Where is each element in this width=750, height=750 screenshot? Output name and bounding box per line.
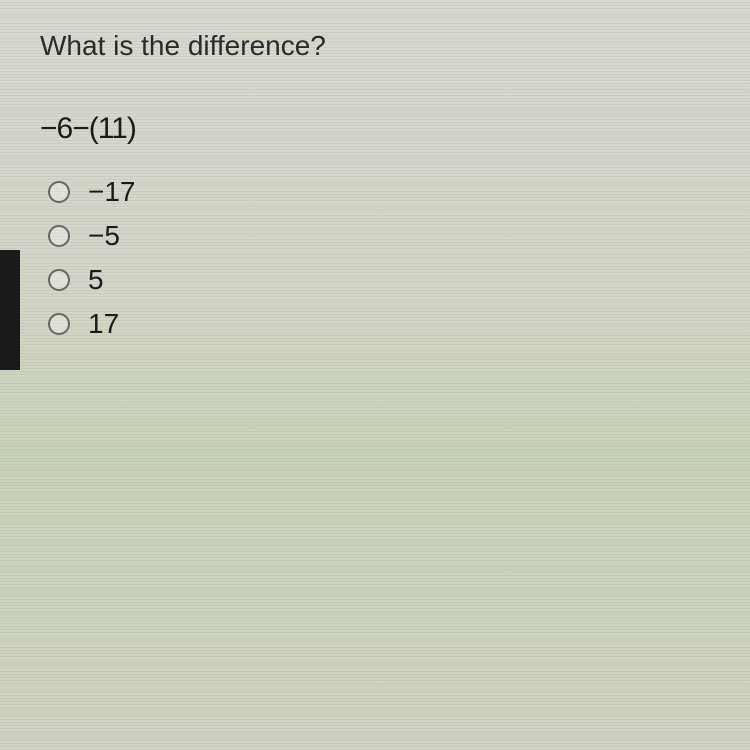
option-row-1[interactable]: −5 (48, 220, 720, 252)
quiz-content: What is the difference? −6−(11) −17 −5 5… (40, 30, 720, 340)
question-prompt: What is the difference? (40, 30, 720, 62)
option-row-3[interactable]: 17 (48, 308, 720, 340)
option-row-2[interactable]: 5 (48, 264, 720, 296)
radio-icon[interactable] (48, 269, 70, 291)
option-row-0[interactable]: −17 (48, 176, 720, 208)
left-dark-edge (0, 250, 20, 370)
radio-icon[interactable] (48, 181, 70, 203)
option-label: 5 (88, 264, 104, 296)
option-label: −17 (88, 176, 136, 208)
option-label: −5 (88, 220, 120, 252)
radio-icon[interactable] (48, 313, 70, 335)
options-group: −17 −5 5 17 (48, 176, 720, 340)
question-expression: −6−(11) (40, 112, 720, 146)
radio-icon[interactable] (48, 225, 70, 247)
option-label: 17 (88, 308, 119, 340)
